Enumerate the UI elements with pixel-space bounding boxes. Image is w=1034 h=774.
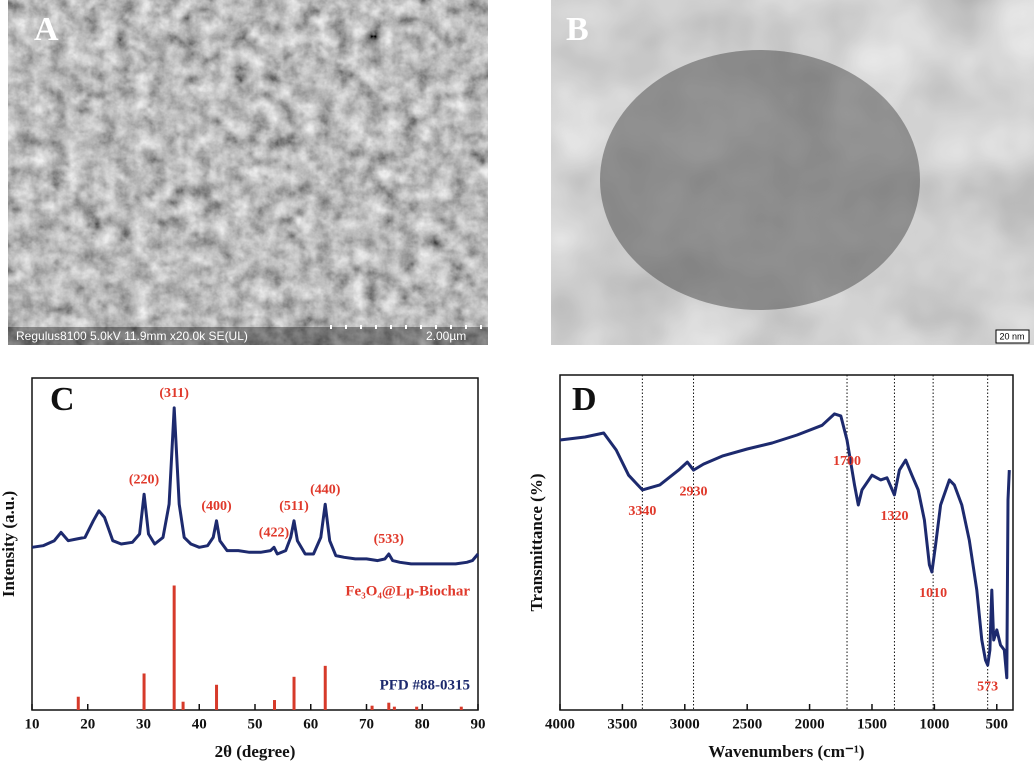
tem-particle <box>600 50 920 310</box>
panel-letter: D <box>572 381 597 418</box>
spectrum-line <box>31 406 480 566</box>
x-tick-label: 70 <box>359 716 374 732</box>
x-tick-label: 3500 <box>607 716 637 732</box>
x-tick-label: 40 <box>192 716 207 732</box>
x-axis-title: 2θ (degree) <box>215 742 296 761</box>
x-tick-label: 80 <box>415 716 430 732</box>
y-axis-title: Transmittance (%) <box>527 473 546 611</box>
panel-letter: C <box>50 381 75 418</box>
x-tick-label: 90 <box>471 716 486 732</box>
peak-label: (533) <box>374 532 405 547</box>
x-tick-label: 50 <box>248 716 263 732</box>
series-label: PFD #88-0315 <box>380 677 470 693</box>
x-tick-label: 2000 <box>795 716 825 732</box>
x-tick-label: 3000 <box>670 716 700 732</box>
x-tick-label: 2500 <box>732 716 762 732</box>
peak-label: 2930 <box>680 484 708 499</box>
peak-label: 1700 <box>833 454 861 469</box>
x-tick-label: 10 <box>25 716 40 732</box>
sem-texture <box>8 0 488 345</box>
x-axis-title: Wavenumbers (cm⁻¹) <box>708 742 864 761</box>
peak-label: 573 <box>977 679 998 694</box>
x-tick-label: 500 <box>986 716 1009 732</box>
peak-label: (422) <box>259 526 290 541</box>
sem-caption: Regulus8100 5.0kV 11.9mm x20.0k SE(UL) <box>16 329 248 343</box>
panel-letter: B <box>566 11 589 48</box>
plot-frame <box>559 374 1014 711</box>
peak-label: 3340 <box>628 504 656 519</box>
tem-scale: 20 nm <box>999 331 1024 341</box>
x-tick-label: 4000 <box>545 716 575 732</box>
x-tick-label: 1500 <box>857 716 887 732</box>
scale-box <box>995 329 1030 344</box>
x-tick-label: 20 <box>80 716 95 732</box>
caption-bar <box>8 327 488 345</box>
peak-label: 1010 <box>919 586 947 601</box>
peak-label: 1320 <box>880 509 908 524</box>
x-tick-label: 60 <box>303 716 318 732</box>
y-axis-title: Intensity (a.u.) <box>0 491 18 597</box>
peak-label: (400) <box>201 499 232 514</box>
peak-label: (311) <box>159 386 189 401</box>
peak-label: (511) <box>279 499 309 514</box>
series-label: Fe₃O₄@Lp-Biochar <box>345 583 470 599</box>
plot-frame <box>31 377 479 711</box>
spectrum-line <box>559 412 1011 680</box>
tem-texture <box>551 0 1034 345</box>
peak-label: (440) <box>310 482 341 497</box>
sem-scale: 2.00µm <box>426 329 466 343</box>
x-tick-label: 1000 <box>919 716 949 732</box>
peak-label: (220) <box>129 472 160 487</box>
x-tick-label: 30 <box>136 716 151 732</box>
panel-letter: A <box>34 11 59 48</box>
